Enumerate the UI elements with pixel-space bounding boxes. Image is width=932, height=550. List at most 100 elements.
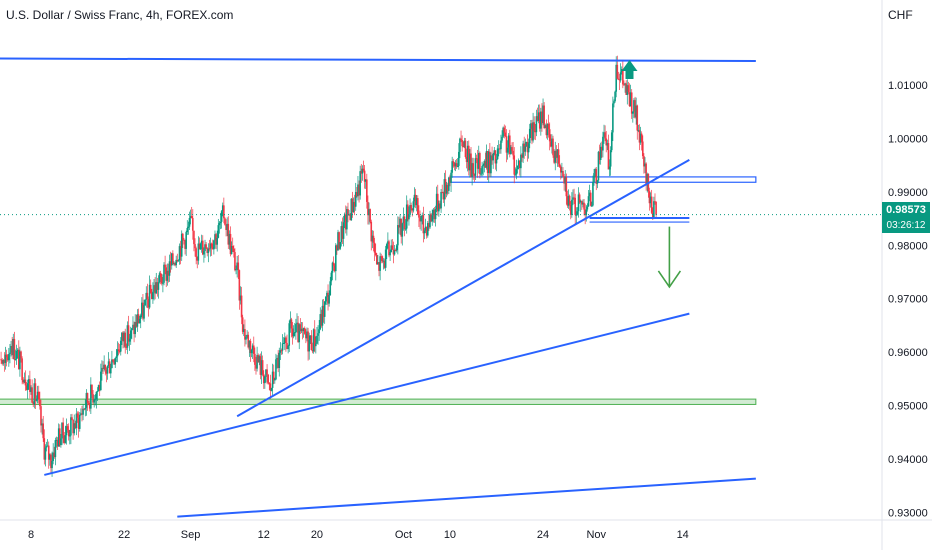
candle [281,334,284,355]
candle-body [158,273,161,283]
candle [629,84,632,107]
candle [320,309,323,328]
candle-body [54,440,57,458]
candle-body [250,349,253,354]
candle-body [467,145,470,171]
candle [550,134,552,148]
candle-body [319,314,322,330]
candle-body [587,196,590,207]
candle-body [184,240,186,249]
candle-body [192,218,194,231]
candle-body [558,163,561,167]
candle [115,348,118,362]
candle-body [533,122,535,131]
candle-body [584,209,586,216]
candle [340,221,343,247]
candle [104,364,107,376]
candle [616,55,619,80]
candle [93,395,95,408]
candle [123,331,125,348]
candle-body [198,243,201,250]
candle-body [189,216,192,219]
candle [615,56,617,98]
candle-body [124,332,127,347]
candle [528,123,531,149]
candle-body [450,172,452,183]
candle [418,205,420,228]
candle [218,220,221,234]
candle [578,192,581,204]
candle-body [157,282,160,290]
candles [0,55,657,477]
candle [163,262,165,286]
candle [27,375,30,390]
candle-body [274,379,276,381]
candle [434,205,437,227]
candle-body [542,105,544,124]
candle-body [288,323,291,346]
candle-body [463,140,466,148]
candle [332,256,335,271]
candle-body [388,241,390,256]
candle [587,189,590,207]
candle [312,328,315,354]
candle-body [156,282,159,290]
candle [480,168,482,177]
candle [134,314,136,338]
candle-body [16,349,19,351]
candle-body [205,244,207,249]
candle-body [282,343,285,345]
candle-body [298,324,301,343]
candle [574,193,576,225]
candle [445,181,448,198]
candle-body [179,246,182,257]
candle-body [384,249,387,268]
candle-body [162,282,164,284]
candle [576,207,579,216]
candle-body [605,138,608,146]
candle-body [442,192,445,200]
candle [2,359,5,366]
candle [240,286,243,325]
candle-body [505,136,508,153]
candle-body [537,112,540,121]
candle [410,202,412,213]
candle [37,385,40,404]
candle-body [520,154,522,169]
candle-body [439,203,441,209]
candle [359,165,361,200]
candle [346,206,348,236]
candle [429,210,431,230]
candle [113,358,115,366]
candle [230,241,233,255]
candle-body [83,408,85,410]
candle [86,392,89,411]
chart-title[interactable]: U.S. Dollar / Swiss Franc, 4h, FOREX.com [6,8,234,22]
candle [118,344,121,354]
candle [10,340,12,357]
candle [288,320,291,352]
candle-body [634,100,636,118]
candle-body [653,201,655,218]
candle [43,429,46,465]
candle-body [64,435,67,443]
candle-body [239,295,242,301]
candle-body [176,259,179,262]
candle [348,210,350,216]
candle [614,90,616,103]
candle [589,190,592,207]
candle-body [22,380,25,383]
candle [593,169,595,186]
candle [467,140,470,176]
candle-body [307,331,309,352]
candle-body [328,295,330,304]
candle [53,446,56,459]
candle [504,125,507,138]
candle-body [474,158,477,176]
candle [509,129,511,158]
candle-body [139,315,142,319]
candle-body [15,350,18,359]
candle [95,391,98,409]
